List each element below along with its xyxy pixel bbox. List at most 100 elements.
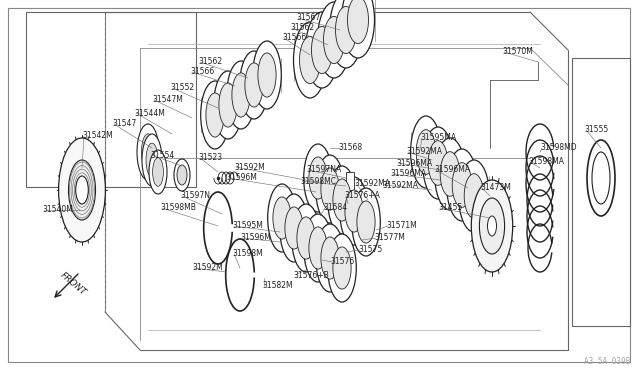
Ellipse shape	[214, 71, 243, 139]
Text: 31540M: 31540M	[42, 205, 73, 215]
Ellipse shape	[152, 158, 163, 186]
Bar	[26, 12, 196, 187]
Ellipse shape	[174, 159, 190, 191]
Text: 31598MA: 31598MA	[528, 157, 564, 167]
Text: 31547: 31547	[112, 119, 136, 128]
Ellipse shape	[316, 155, 344, 223]
Ellipse shape	[471, 180, 513, 272]
Ellipse shape	[592, 152, 610, 204]
Ellipse shape	[146, 143, 158, 177]
Ellipse shape	[227, 61, 255, 129]
Ellipse shape	[440, 152, 460, 196]
Ellipse shape	[59, 138, 106, 242]
Text: 31598MB: 31598MB	[160, 203, 196, 212]
Text: 31547M: 31547M	[152, 96, 183, 105]
Ellipse shape	[333, 247, 351, 289]
Ellipse shape	[232, 73, 250, 117]
Ellipse shape	[76, 176, 88, 204]
Text: 31576: 31576	[330, 257, 355, 266]
Text: 31592MA: 31592MA	[382, 180, 418, 189]
Ellipse shape	[142, 134, 162, 186]
Ellipse shape	[177, 165, 187, 185]
Ellipse shape	[201, 81, 229, 149]
Ellipse shape	[422, 127, 453, 199]
Ellipse shape	[321, 237, 339, 279]
Ellipse shape	[587, 140, 615, 216]
Text: 31598MD: 31598MD	[540, 144, 577, 153]
Ellipse shape	[464, 174, 484, 218]
Text: 31598M: 31598M	[232, 250, 263, 259]
Ellipse shape	[479, 198, 504, 254]
Ellipse shape	[340, 177, 368, 245]
Text: 31555: 31555	[584, 125, 608, 135]
Ellipse shape	[352, 188, 380, 256]
Ellipse shape	[294, 22, 326, 98]
Ellipse shape	[292, 204, 320, 272]
Text: 31570M: 31570M	[502, 48, 533, 57]
Text: 31596MA: 31596MA	[396, 158, 432, 167]
Text: 31523: 31523	[198, 154, 222, 163]
Text: 31552: 31552	[170, 83, 194, 93]
Text: A3 5A 039B: A3 5A 039B	[584, 357, 630, 366]
Text: 31592MA: 31592MA	[354, 179, 390, 187]
Ellipse shape	[273, 197, 291, 239]
Text: 31575: 31575	[358, 246, 382, 254]
Ellipse shape	[312, 26, 333, 74]
Ellipse shape	[253, 41, 282, 109]
Ellipse shape	[304, 214, 332, 282]
Ellipse shape	[149, 150, 167, 194]
Ellipse shape	[317, 2, 351, 78]
Ellipse shape	[330, 0, 362, 68]
Text: 31562: 31562	[198, 58, 222, 67]
Bar	[572, 58, 630, 326]
Text: 31592MA: 31592MA	[406, 148, 442, 157]
Ellipse shape	[416, 130, 436, 174]
Bar	[346, 190, 354, 204]
Text: 31595MA: 31595MA	[420, 134, 456, 142]
Text: 31566: 31566	[190, 67, 214, 77]
Ellipse shape	[141, 134, 155, 170]
Text: 31566: 31566	[282, 33, 307, 42]
Text: 31597NA: 31597NA	[306, 166, 341, 174]
Ellipse shape	[335, 6, 356, 54]
Text: 31596M: 31596M	[226, 173, 257, 183]
Ellipse shape	[328, 166, 356, 234]
Text: 31576+B: 31576+B	[293, 270, 329, 279]
Text: 31595M: 31595M	[232, 221, 263, 231]
Ellipse shape	[309, 157, 327, 199]
Ellipse shape	[348, 0, 369, 44]
Ellipse shape	[300, 36, 321, 84]
Text: 31473M: 31473M	[480, 183, 511, 192]
Text: 31592M: 31592M	[234, 163, 265, 171]
Text: 31576+A: 31576+A	[344, 192, 380, 201]
Text: 31562: 31562	[290, 23, 314, 32]
Text: 31584: 31584	[323, 203, 347, 212]
Ellipse shape	[357, 201, 375, 243]
Text: FRONT: FRONT	[58, 271, 88, 297]
Ellipse shape	[268, 184, 296, 252]
Ellipse shape	[488, 216, 497, 236]
Ellipse shape	[245, 63, 263, 107]
Text: 31568: 31568	[338, 144, 362, 153]
Text: 31592M: 31592M	[192, 263, 223, 273]
Text: 31542M: 31542M	[82, 131, 113, 141]
Ellipse shape	[316, 224, 344, 292]
Ellipse shape	[323, 16, 344, 64]
Ellipse shape	[345, 190, 363, 232]
Ellipse shape	[219, 83, 237, 127]
Text: 31571M: 31571M	[386, 221, 417, 231]
Text: 31554: 31554	[150, 151, 174, 160]
Ellipse shape	[321, 168, 339, 210]
Ellipse shape	[240, 51, 268, 119]
Text: 31577M: 31577M	[374, 234, 405, 243]
Text: 31597N: 31597N	[180, 192, 210, 201]
Ellipse shape	[304, 144, 332, 212]
Ellipse shape	[68, 160, 95, 220]
Ellipse shape	[452, 163, 472, 207]
Bar	[346, 172, 354, 192]
Ellipse shape	[258, 53, 276, 97]
Ellipse shape	[428, 141, 448, 185]
Ellipse shape	[309, 227, 327, 269]
Ellipse shape	[328, 234, 356, 302]
Ellipse shape	[280, 194, 308, 262]
